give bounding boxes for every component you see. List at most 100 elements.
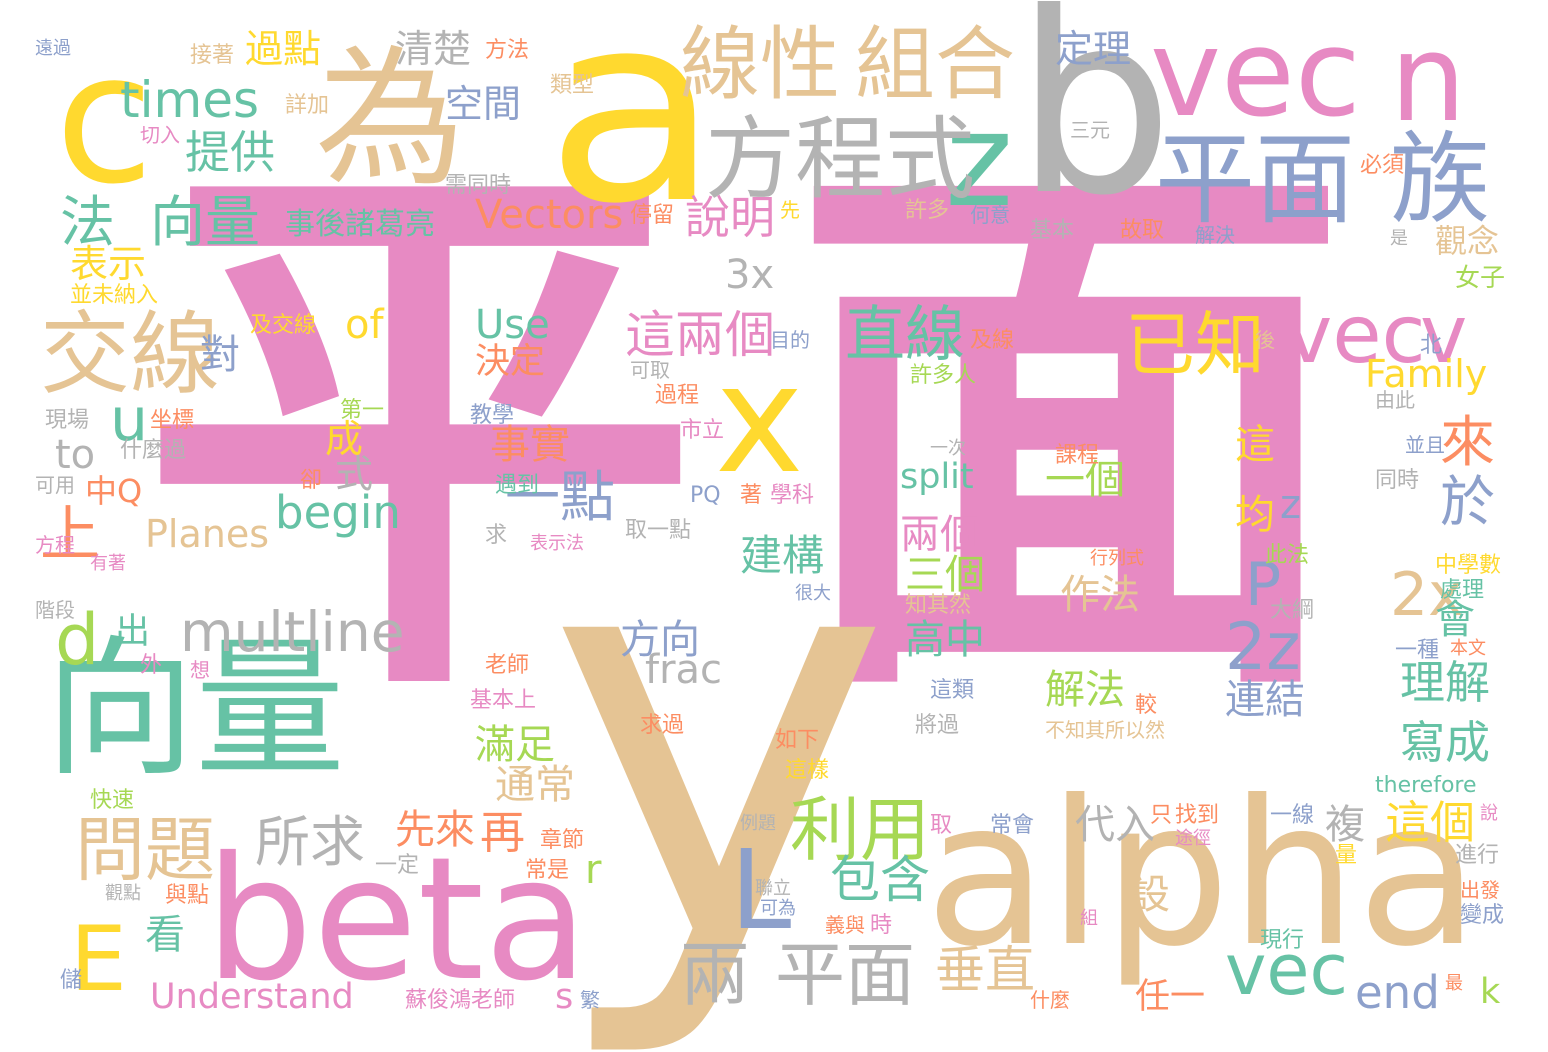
- word-cjk-76: 作法: [1060, 572, 1140, 618]
- word-cjk-180: 找到: [1175, 803, 1220, 828]
- word-end-97: end: [1355, 966, 1440, 1019]
- word-cjk-79: 連結: [1225, 677, 1305, 723]
- word-cjk-42: 於: [1440, 470, 1496, 534]
- word-cjk-102: 出: [115, 612, 151, 652]
- word-2z-38: 2z: [1225, 610, 1301, 685]
- word-cjk-82: 會: [1435, 597, 1475, 643]
- word-2x-39: 2x: [1390, 560, 1464, 630]
- word-cjk-151: 取一點: [625, 518, 692, 543]
- word-cjk-201: 現行: [1260, 928, 1305, 953]
- word-cjk-182: 說: [1480, 803, 1498, 824]
- word-cjk-41: 來: [1440, 410, 1496, 474]
- word-s-101: s: [555, 977, 574, 1017]
- word-r-89: r: [585, 847, 602, 893]
- word-multline-33: multline: [180, 600, 405, 664]
- word-a-3: a: [545, 0, 721, 261]
- word-split-71: split: [900, 457, 974, 497]
- word-cjk-62: 觀念: [1435, 222, 1500, 260]
- word-cjk-12: 平面: [1155, 121, 1355, 238]
- word-cjk-50: 過點: [245, 27, 322, 71]
- word-cjk-60: 對: [200, 332, 240, 378]
- word-cjk-183: 章節: [540, 828, 585, 853]
- word-cjk-37: 這兩個: [625, 306, 775, 364]
- word-cjk-199: 繁: [580, 988, 600, 1012]
- word-cjk-169: 將過: [915, 713, 960, 738]
- word-cjk-95: 垂直: [935, 941, 1035, 999]
- word-cjk-58: 決定: [475, 342, 546, 382]
- word-cjk-153: 中學數: [1435, 553, 1502, 578]
- word-cjk-136: 市立: [680, 418, 725, 443]
- word-cjk-126: 可取: [630, 358, 670, 382]
- word-cjk-135: 教學: [470, 403, 515, 428]
- word-cjk-139: 課程: [1055, 443, 1100, 468]
- word-times-46: times: [120, 71, 260, 129]
- word-cjk-124: 目的: [770, 328, 810, 352]
- word-cjk-93: 設: [1130, 872, 1170, 918]
- word-b-4: b: [1015, 0, 1174, 250]
- word-cjk-83: 均: [1235, 492, 1275, 538]
- word-cjk-195: 出發: [1460, 878, 1500, 902]
- word-cjk-133: 第一: [340, 398, 385, 423]
- word-cjk-196: 變成: [1460, 903, 1505, 928]
- word-cjk-138: 一次: [930, 438, 966, 459]
- word-cjk-80: 理解: [1400, 656, 1491, 709]
- word-cjk-9: 為: [315, 33, 466, 207]
- word-cjk-160: 知其然: [905, 593, 972, 618]
- word-cjk-55: 表示: [70, 242, 147, 286]
- word-cjk-192: 組: [1080, 908, 1098, 929]
- word-cjk-118: 故取: [1120, 218, 1165, 243]
- word-cjk-134: 什麼過: [120, 438, 187, 463]
- word-cjk-184: 常是: [525, 858, 570, 883]
- word-cjk-65: 成: [325, 417, 364, 461]
- word-cjk-178: 一線: [1270, 803, 1315, 828]
- word-cjk-13: 族: [1390, 121, 1490, 238]
- word-cjk-117: 基本: [1030, 218, 1075, 243]
- word-cjk-94: 這個: [1385, 796, 1476, 849]
- word-cjk-32: 向量: [150, 190, 261, 254]
- word-cjk-116: 何意: [970, 203, 1010, 227]
- word-l-29: L: [730, 826, 792, 954]
- word-y-2: y: [545, 414, 893, 1052]
- word-cjk-23: 直線: [845, 300, 965, 370]
- word-cjk-119: 解決: [1195, 223, 1235, 247]
- word-v-21: v: [1420, 288, 1468, 381]
- word-cjk-27: 平面: [775, 934, 915, 1016]
- word-cjk-25: 利用: [790, 789, 930, 871]
- word-cjk-131: 現場: [45, 408, 90, 433]
- word-cjk-64: 事實: [490, 422, 570, 468]
- word-cjk-1: 面: [790, 109, 1350, 761]
- word-cjk-69: 方向: [620, 617, 700, 663]
- word-cjk-202: 最: [1445, 973, 1463, 994]
- word-3x-56: 3x: [725, 252, 775, 298]
- word-cjk-163: 外: [140, 653, 163, 678]
- word-cjk-194: 進行: [1455, 843, 1500, 868]
- word-cjk-125: 及線: [970, 328, 1015, 353]
- word-cjk-179: 只: [1150, 803, 1173, 828]
- word-cjk-162: 本文: [1450, 638, 1486, 659]
- word-cjk-181: 途徑: [1175, 828, 1211, 849]
- word-understand-99: Understand: [150, 977, 354, 1017]
- word-of-59: of: [345, 302, 384, 348]
- word-cjk-122: 並未納入: [70, 283, 159, 308]
- word-cjk-54: 事後諸葛亮: [285, 207, 435, 242]
- word-cjk-149: 求: [485, 523, 508, 548]
- word-beta-7: beta: [205, 821, 589, 1019]
- word-cjk-108: 方法: [485, 38, 530, 63]
- word-cjk-156: 有著: [90, 553, 126, 574]
- word-e-30: E: [70, 907, 127, 1012]
- word-cjk-72: 一個: [1045, 457, 1125, 503]
- word-cjk-49: 清楚: [395, 27, 472, 71]
- word-cjk-188: 聯立: [755, 878, 791, 899]
- word-cjk-174: 快速: [90, 788, 135, 813]
- word-cjk-189: 可為: [760, 898, 796, 919]
- word-cjk-141: 同時: [1375, 468, 1420, 493]
- word-cjk-191: 時: [870, 913, 893, 938]
- word-cjk-63: 女子: [1455, 263, 1506, 292]
- word-cjk-130: 北: [1420, 333, 1443, 358]
- word-cjk-143: 卻: [300, 468, 323, 493]
- word-cjk-170: 不知其所以然: [1045, 718, 1165, 742]
- word-cjk-142: 可用: [35, 473, 75, 497]
- word-cjk-157: 大綱: [1270, 598, 1315, 623]
- word-cjk-31: 法: [60, 190, 116, 254]
- word-cjk-155: 處理: [1440, 578, 1485, 603]
